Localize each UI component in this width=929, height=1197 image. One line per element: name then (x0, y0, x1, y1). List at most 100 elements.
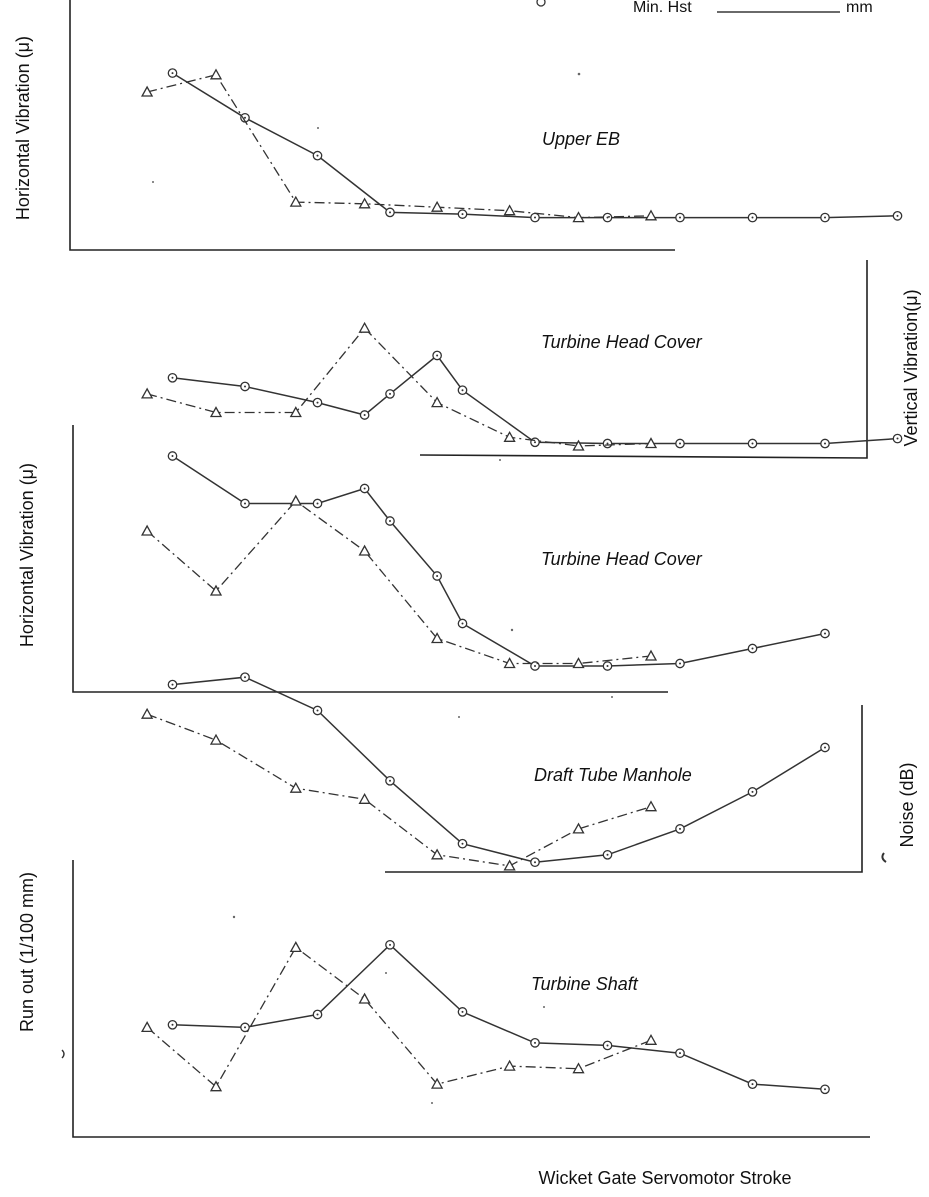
data-point-triangle (572, 211, 585, 223)
header-circle-marker (536, 0, 546, 7)
panel-5-plot (140, 939, 830, 1095)
data-point-circle-center (316, 502, 319, 505)
data-point-triangle (289, 941, 302, 953)
data-point-circle-center (461, 622, 464, 625)
data-point-circle-center (316, 154, 319, 157)
data-point-triangle (209, 733, 223, 745)
header-note-unit: mm (846, 0, 873, 16)
data-point-circle-center (896, 437, 899, 440)
panel-1-plot (140, 68, 903, 223)
panel-4-plot (140, 672, 830, 871)
scan-marks (61, 72, 887, 1104)
data-point-triangle (503, 430, 516, 442)
data-point-triangle (140, 524, 154, 536)
data-point-circle-center (824, 442, 826, 445)
data-point-circle-center (461, 389, 464, 392)
data-point-circle-center (606, 1044, 609, 1047)
data-point-triangle (289, 406, 302, 418)
data-point-triangle (430, 396, 444, 408)
data-point-circle-center (679, 442, 681, 445)
data-point-circle-center (606, 216, 609, 219)
panel-5-ylabel: Run out (1/100 mm) (17, 872, 37, 1032)
data-point-triangle (140, 85, 154, 97)
panel-3-circle-series-line (172, 455, 826, 667)
header-note-label: Min. Hst (633, 0, 692, 16)
data-point-circle-center (171, 455, 174, 457)
data-point-triangle (289, 494, 302, 506)
axes (69, 0, 870, 1138)
data-point-triangle (289, 781, 302, 793)
data-point-circle-center (316, 709, 319, 712)
data-point-triangle (358, 321, 371, 333)
data-point-circle-center (389, 943, 391, 946)
data-point-circle-center (606, 442, 609, 445)
data-point-circle-center (679, 662, 681, 665)
panel-1-circle-series-line (172, 72, 898, 219)
data-point-triangle (209, 1080, 223, 1092)
data-point-triangle (572, 822, 585, 834)
panel-5-circle-series-line (172, 943, 826, 1091)
panel-2-plot (140, 321, 903, 451)
data-point-triangle (289, 195, 302, 207)
data-point-circle-center (171, 72, 174, 75)
panel-4-title: Draft Tube Manhole (534, 765, 692, 785)
panel-1-title: Upper EB (542, 129, 620, 149)
panel-2-ylabel: Vertical Vibration(μ) (901, 289, 921, 446)
data-point-triangle (503, 204, 516, 216)
panel-5-triangle-series-line (146, 946, 652, 1088)
data-point-circle-center (389, 520, 391, 522)
data-point-circle-center (824, 746, 826, 749)
data-point-triangle (209, 68, 223, 80)
data-point-circle-center (171, 376, 174, 379)
data-point-circle-center (679, 827, 681, 830)
panel-1-ylabel: Horizontal Vibration (μ) (13, 36, 33, 220)
data-point-triangle (503, 1059, 516, 1071)
data-point-circle-center (171, 1023, 174, 1026)
data-point-triangle (644, 437, 658, 449)
data-point-circle-center (824, 216, 826, 219)
header-note: Min. Hst mm (536, 0, 873, 16)
data-point-triangle (503, 657, 516, 669)
panel-1-triangle-series-line (146, 74, 652, 219)
data-point-triangle (644, 209, 658, 221)
panel-3-axes (72, 425, 668, 693)
data-point-circle-center (363, 414, 366, 416)
data-point-circle-center (751, 216, 754, 219)
data-point-circle-center (363, 487, 366, 490)
data-point-triangle (644, 1033, 658, 1045)
data-point-circle-center (436, 354, 439, 357)
data-point-triangle (572, 1062, 585, 1074)
panel-1-axes (69, 0, 675, 251)
panel-2-title: Turbine Head Cover (541, 332, 703, 352)
data-point-triangle (430, 1077, 444, 1089)
panel-5-title: Turbine Shaft (531, 974, 639, 994)
data-point-circle-center (461, 1010, 464, 1013)
data-point-triangle (572, 657, 585, 669)
data-point-triangle (209, 584, 223, 596)
panel-3-triangle-series-line (146, 500, 652, 665)
data-point-circle-center (824, 1088, 826, 1091)
data-point-triangle (644, 800, 658, 812)
data-point-triangle (140, 387, 154, 399)
data-point-circle-center (461, 213, 464, 216)
data-point-circle-center (606, 665, 609, 667)
panel-2-triangle-series-line (146, 327, 652, 447)
data-point-triangle (430, 632, 444, 644)
data-point-circle-center (389, 392, 391, 395)
data-point-triangle (503, 859, 516, 871)
panel-4-circle-series-line (172, 676, 826, 863)
data-point-triangle (209, 406, 223, 418)
data-point-circle-center (751, 647, 754, 650)
data-point-circle-center (606, 853, 609, 856)
data-point-circle-center (534, 216, 536, 219)
panel-4-axes (385, 705, 863, 873)
data-point-circle-center (751, 790, 754, 793)
data-point-triangle (358, 992, 371, 1004)
data-point-circle-center (824, 632, 826, 635)
data-point-circle-center (534, 861, 536, 864)
data-point-circle-center (389, 779, 391, 782)
panel-2-circle-series-line (172, 354, 898, 445)
data-point-circle-center (244, 502, 246, 505)
data-point-circle-center (244, 116, 246, 119)
